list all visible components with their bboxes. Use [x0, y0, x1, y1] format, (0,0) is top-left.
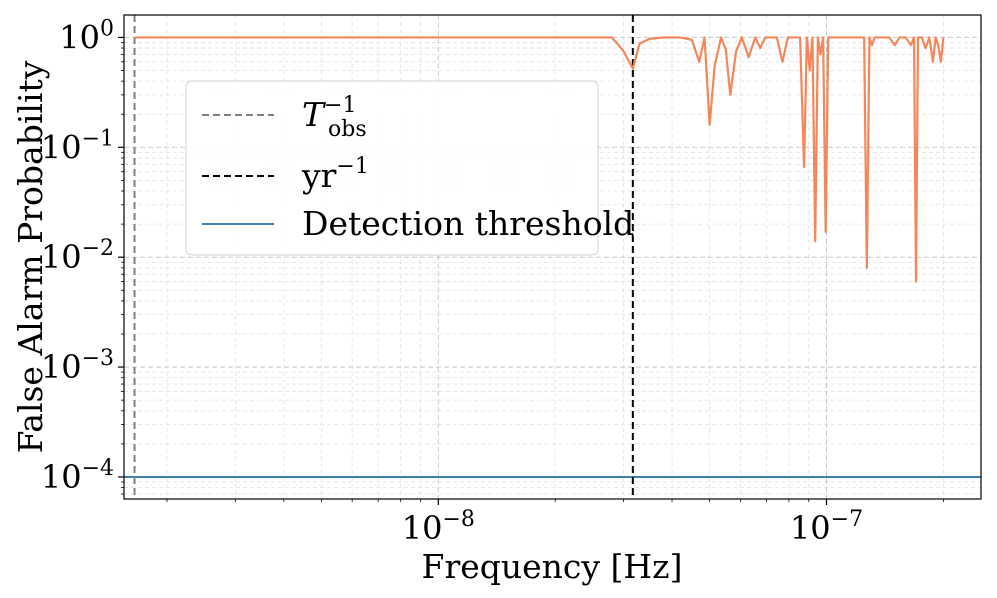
x-tick-label: 10−7	[790, 507, 863, 547]
legend-box	[185, 80, 599, 256]
axis-ticks	[118, 36, 944, 505]
legend-label: yr−1	[301, 154, 369, 195]
tick-labels: 100 10−1 10−2 10−3 10−4 10−8 10−7	[41, 16, 863, 547]
fap-series-line	[134, 36, 945, 283]
legend-label: Detection threshold	[302, 204, 634, 243]
legend: T−1 obs yr−1 Detection threshold	[185, 80, 634, 256]
y-axis-label: False Alarm Probability	[11, 60, 50, 453]
y-tick-label: 10−4	[41, 456, 114, 496]
x-tick-label: 10−8	[402, 507, 475, 547]
plot-lines	[124, 15, 981, 499]
y-tick-label: 10−1	[41, 126, 114, 166]
y-tick-label: 100	[59, 16, 114, 56]
legend-label: T−1 obs	[302, 93, 367, 142]
y-tick-label: 10−3	[41, 346, 114, 386]
y-tick-label: 10−2	[41, 236, 114, 276]
x-axis-label: Frequency [Hz]	[422, 547, 683, 586]
